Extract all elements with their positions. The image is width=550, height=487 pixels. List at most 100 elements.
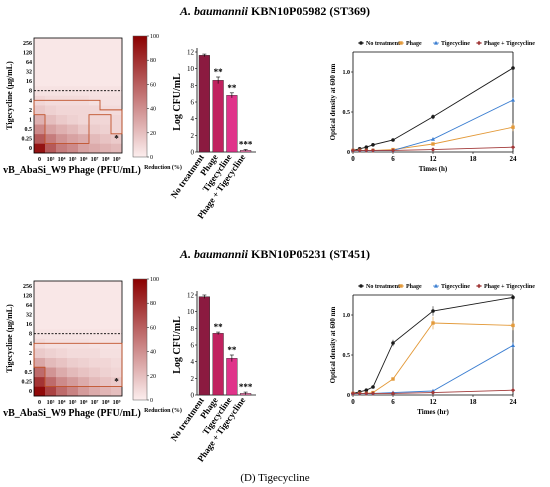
- heatmap-cell: [45, 105, 57, 115]
- heatmap-cell: [56, 47, 68, 58]
- heatmap-cell: [34, 57, 46, 68]
- heatmap-cell: [100, 143, 112, 154]
- heatmap-cell: [111, 357, 123, 368]
- heatmap-cell: [89, 76, 101, 87]
- heatmap-cell: [67, 348, 79, 358]
- bar-significance: **: [214, 67, 224, 77]
- heatmap-cell: [111, 281, 123, 291]
- heatmap-cell: [89, 114, 101, 125]
- heatmap-cell: [45, 309, 57, 320]
- heatmap-cell: [45, 47, 57, 58]
- heatmap-cell: [45, 85, 57, 96]
- heatmap-cell: [34, 76, 46, 87]
- point-marker: [390, 148, 396, 153]
- heatmap-cell: [78, 124, 90, 135]
- heatmap-cell: [100, 367, 112, 378]
- heatmap-cell: [111, 76, 123, 87]
- heatmap-cell: [89, 290, 101, 301]
- series-tigecycline: [351, 342, 515, 395]
- heatmap-cell: [67, 105, 79, 115]
- heatmap-y-tick: 4: [29, 98, 32, 104]
- bar-y-tick: 2: [191, 132, 195, 140]
- bar-1: [212, 80, 224, 153]
- heatmap-cell: [67, 376, 79, 387]
- point-marker: [359, 41, 363, 45]
- colorbar-tick: 80: [150, 301, 156, 307]
- colorbar-tick: 20: [150, 374, 156, 380]
- heatmap-cell: [67, 290, 79, 301]
- heatmap-cell: [34, 38, 46, 48]
- heatmap-x-tick: 10³: [47, 400, 55, 406]
- bar-0: [198, 55, 210, 153]
- bar-2: [226, 358, 238, 396]
- heatmap-cell: [45, 386, 57, 397]
- heatmap-cell: [45, 143, 57, 154]
- point-marker: [364, 148, 369, 153]
- heatmap-cell: [111, 143, 123, 154]
- bar-significance: ***: [239, 140, 253, 150]
- heatmap-cell: [89, 300, 101, 311]
- point-marker: [511, 323, 515, 328]
- series-line: [353, 345, 514, 394]
- heatmap-cell: [111, 376, 123, 387]
- heatmap-cell: [78, 105, 90, 115]
- heatmap-cell: [89, 357, 101, 368]
- point-marker: [434, 283, 438, 288]
- point-marker: [350, 148, 356, 153]
- point-marker: [431, 321, 435, 325]
- heatmap-cell: [56, 348, 68, 358]
- heatmap-cell: [45, 57, 57, 68]
- heatmap-cell: [78, 367, 90, 378]
- heatmap-x-tick: 10⁶: [80, 400, 88, 406]
- point-marker: [370, 391, 376, 396]
- point-marker: [476, 40, 482, 46]
- heatmap-cell: [34, 133, 46, 144]
- synergy-outline: [33, 342, 123, 387]
- heatmap-cell: [78, 376, 90, 387]
- point-marker: [357, 148, 362, 153]
- line-x-tick: 0: [351, 398, 355, 406]
- heatmap-cell: [45, 376, 57, 387]
- heatmap-cell: [111, 124, 123, 135]
- colorbar: [132, 278, 148, 401]
- bar-y-tick: 6: [191, 342, 195, 350]
- bar-y-tick: 4: [191, 358, 195, 366]
- heatmap-cell: [45, 328, 57, 339]
- point-marker: [511, 66, 515, 70]
- heatmap-cell: [78, 47, 90, 58]
- heatmap-x-tick: 10⁴: [58, 157, 66, 163]
- bar-significance: **: [227, 345, 237, 355]
- heatmap-cell: [67, 300, 79, 311]
- line-x-tick: 18: [470, 155, 478, 163]
- heatmap-cell: [45, 124, 57, 135]
- heatmap-y-tick: 4: [29, 341, 32, 347]
- heatmap-cell: [111, 348, 123, 358]
- heatmap-cell: [56, 57, 68, 68]
- heatmap-cell: [67, 143, 79, 154]
- line-y-tick: 1.0: [343, 70, 351, 76]
- heatmap-cell: [67, 357, 79, 368]
- line-chart: 0 0.5 1.0 0 6 12 18 24 Times (h) Optical density …: [329, 40, 535, 173]
- row-title: A. baumannii KBN10P05231 (ST451): [179, 247, 370, 261]
- legend-entry: Tigecycline: [433, 283, 470, 290]
- legend-label: Tigecycline: [441, 41, 470, 47]
- colorbar-tick: 100: [150, 277, 159, 283]
- heatmap-y-tick: 256: [23, 284, 32, 290]
- heatmap-frame: [33, 37, 123, 154]
- heatmap-cell: [45, 300, 57, 311]
- heatmap-cell: [56, 124, 68, 135]
- legend-entry: Phage: [398, 284, 422, 290]
- point-marker: [364, 388, 369, 393]
- heatmap-y-axis-label: Tigecycline (μg/mL): [5, 61, 14, 130]
- row-kbn10p05982: A. baumannii KBN10P05982 (ST369) * 0 0.25 0…: [3, 4, 535, 221]
- heatmap-cell: [67, 281, 79, 291]
- heatmap-cell: [100, 319, 112, 330]
- line-y-tick: 0: [347, 393, 350, 399]
- point-marker: [476, 283, 482, 289]
- heatmap-cell: [100, 348, 112, 358]
- series-phage-tigecycline: [350, 145, 516, 153]
